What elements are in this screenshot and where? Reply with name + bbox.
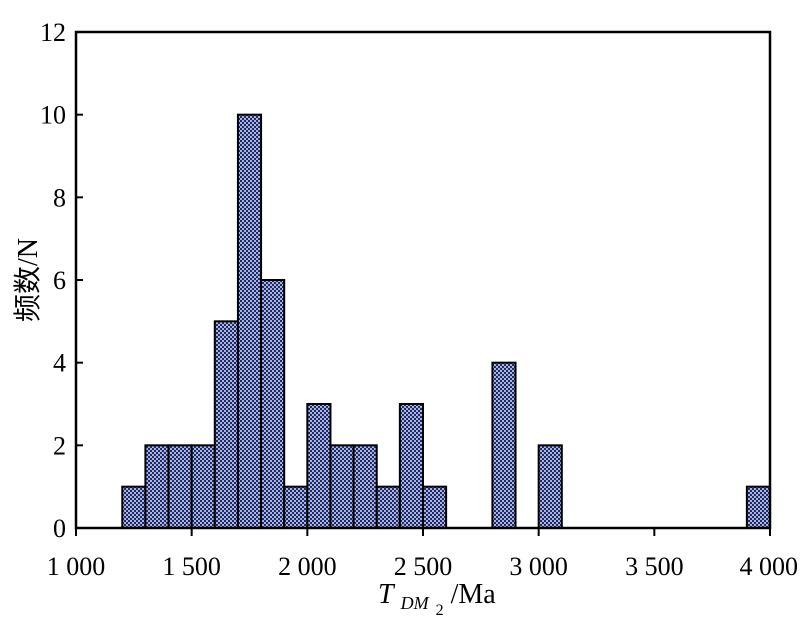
- y-tick-label: 8: [53, 183, 66, 212]
- bar-2400-2500: [398, 403, 425, 529]
- bar-2100-2200: [329, 444, 355, 530]
- bar-2800-2900: [491, 361, 517, 529]
- bar-2300-2400: [375, 485, 401, 529]
- bar-2200-2300: [352, 444, 378, 530]
- bars-group: [121, 113, 771, 530]
- y-tick-label: 12: [40, 18, 66, 47]
- bar-1600-1700: [213, 320, 239, 530]
- bar-1500-1600: [190, 444, 216, 530]
- x-axis-label: T DM 2 /Ma: [378, 579, 496, 617]
- x-tick-label: 3 000: [509, 552, 568, 581]
- bar-1900-2000: [283, 485, 309, 529]
- y-axis-label: 频数/N: [12, 238, 44, 322]
- bar-2500-2600: [422, 485, 448, 529]
- bar-1400-1500: [167, 444, 193, 530]
- y-tick-label: 0: [53, 514, 66, 543]
- x-axis-label-main: T: [378, 579, 396, 610]
- bar-3000-3100: [537, 444, 563, 530]
- bar-1800-1900: [260, 279, 286, 529]
- x-tick-label: 1 500: [162, 552, 221, 581]
- x-tick-label: 4 000: [740, 552, 799, 581]
- y-axis: 0 2 4 6 8 10 12: [40, 18, 83, 543]
- x-tick-label: 3 500: [625, 552, 684, 581]
- x-axis: 1 000 1 500 2 000 2 500 3 000 3 500 4 000: [47, 528, 798, 581]
- x-axis-label-unit: /Ma: [451, 579, 497, 610]
- x-tick-label: 1 000: [47, 552, 106, 581]
- y-tick-label: 2: [53, 431, 66, 460]
- bar-1200-1300: [121, 485, 147, 529]
- y-tick-label: 4: [53, 349, 66, 378]
- bar-1700-1800: [236, 113, 263, 530]
- x-tick-label: 2 000: [278, 552, 337, 581]
- x-axis-label-sub2: 2: [436, 602, 444, 617]
- x-tick-label: 2 500: [394, 552, 453, 581]
- bar-2000-2100: [306, 403, 332, 529]
- y-tick-label: 6: [53, 266, 66, 295]
- bar-1300-1400: [144, 444, 170, 530]
- bar-3900-4000: [745, 485, 771, 529]
- x-axis-label-sub1: DM: [400, 593, 430, 613]
- y-tick-label: 10: [40, 101, 66, 130]
